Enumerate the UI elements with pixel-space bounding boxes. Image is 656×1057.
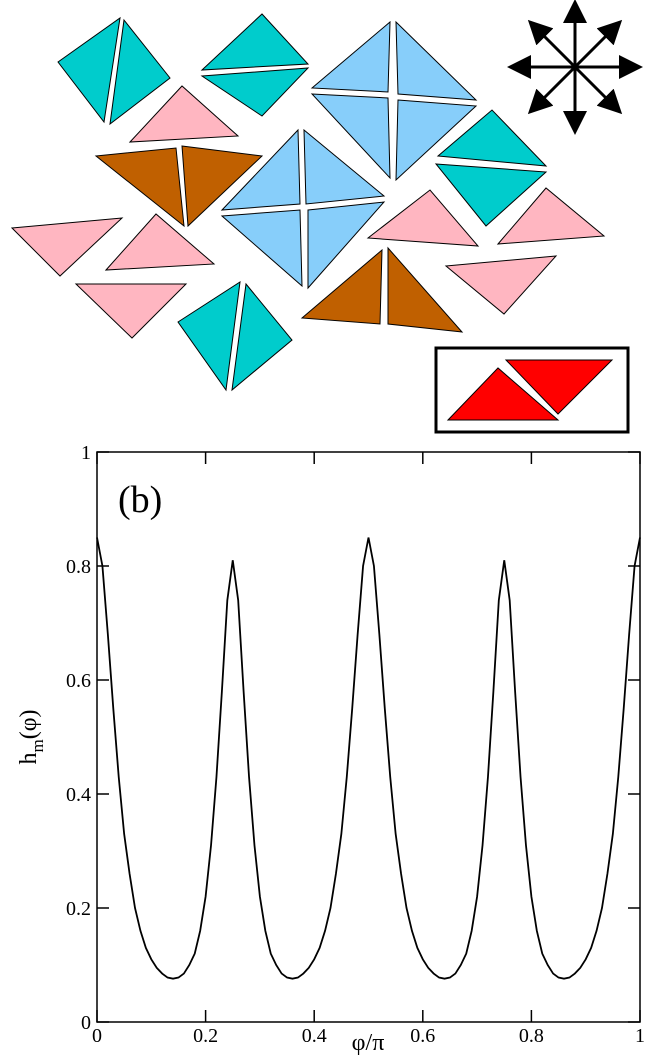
x-tick-label: 0.8 [519,1025,544,1047]
y-tick-label: 0.4 [66,784,91,806]
y-axis-label-subscript: m [28,739,47,752]
curve [96,537,641,980]
x-tick-label: 0.2 [193,1025,218,1047]
y-tick-label: 0.8 [66,556,91,578]
x-tick-label: 0.6 [410,1025,435,1047]
y-tick-label: 0.2 [66,898,91,920]
y-tick-label: 0.6 [66,670,91,692]
y-tick-label: 1 [81,442,91,464]
plot-frame [96,451,641,1023]
x-tick-label: 0.4 [302,1025,327,1047]
y-axis-label-rest: (φ) [16,709,42,739]
x-axis-label: φ/π [352,1030,385,1056]
panel-label: (b) [118,479,162,521]
y-tick-label: 0 [81,1012,91,1034]
x-tick-label: 1 [635,1025,645,1047]
plot: (b) φ/π hm(φ) [16,451,641,1056]
y-axis-label: hm(φ) [16,709,47,764]
x-tick-label: 0 [92,1025,102,1047]
y-axis-label-base: h [16,753,42,765]
tiling-diagram [10,0,643,434]
